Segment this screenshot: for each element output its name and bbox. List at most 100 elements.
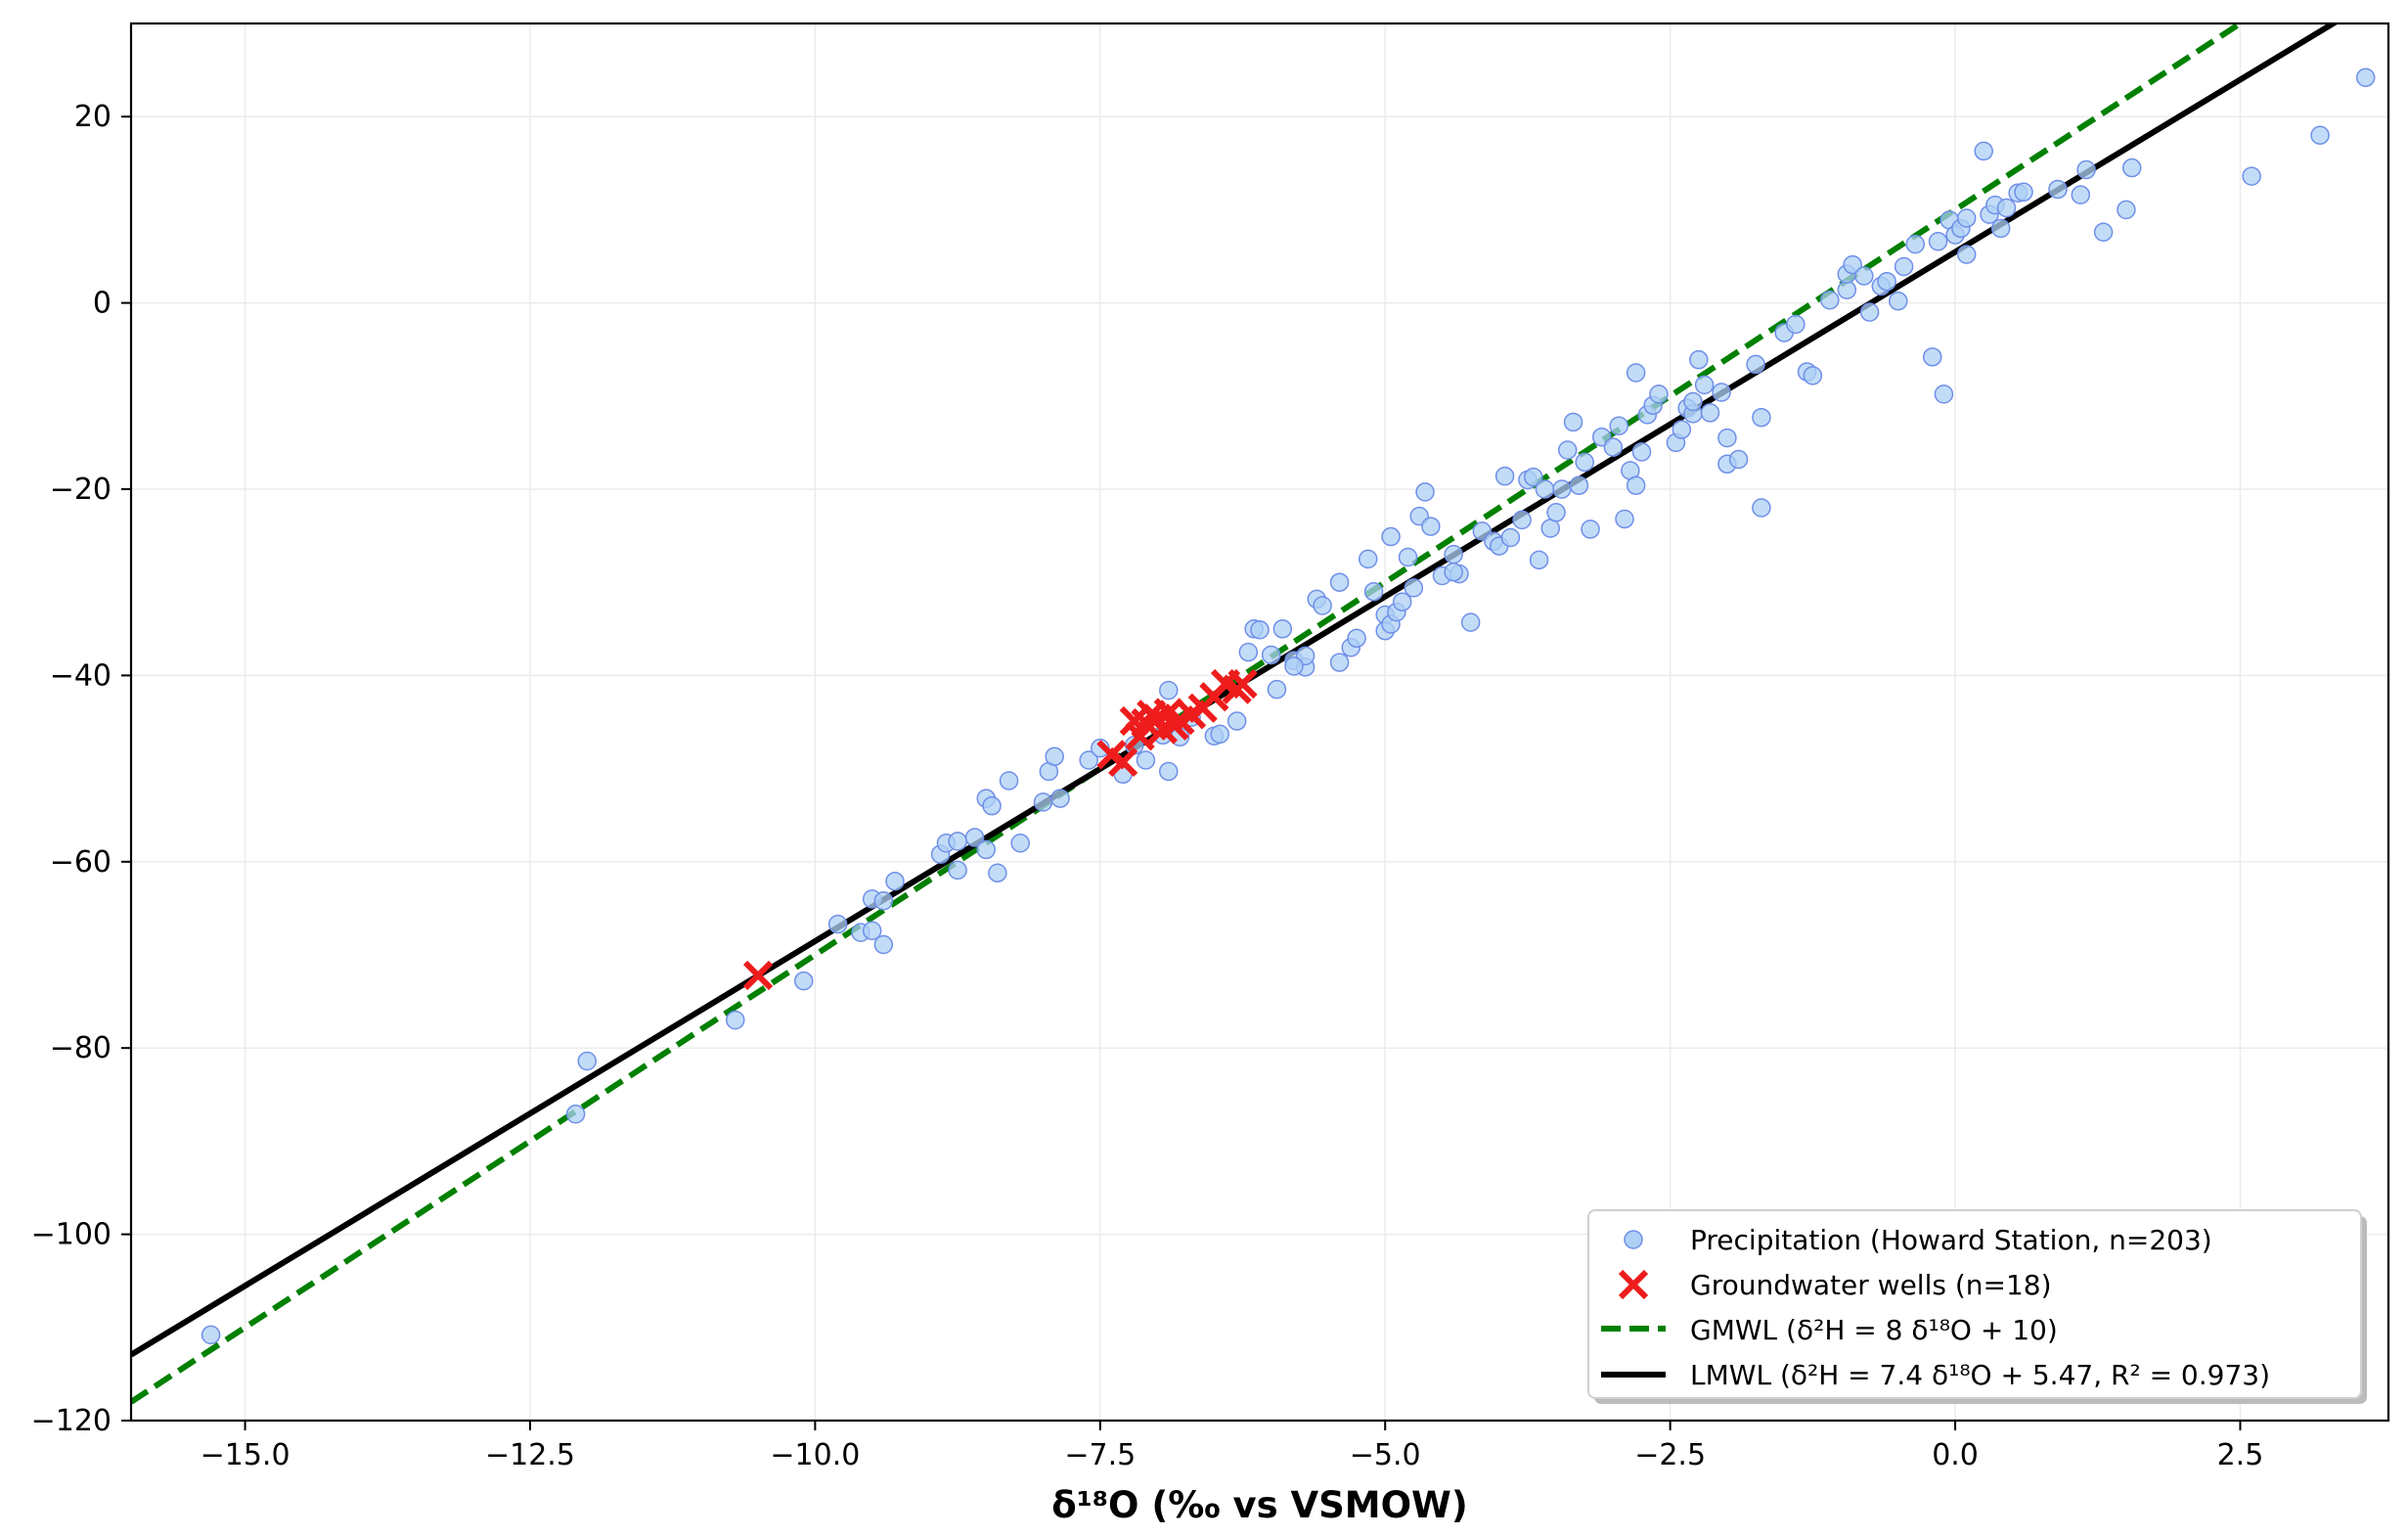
precipitation-point xyxy=(1250,620,1270,640)
precipitation-point xyxy=(1512,510,1532,530)
x-tick-label: −7.5 xyxy=(1064,1438,1136,1472)
y-tick-label: −80 xyxy=(50,1031,111,1065)
precipitation-point xyxy=(827,914,848,934)
precipitation-point xyxy=(1392,592,1412,611)
x-tick-label: −15.0 xyxy=(201,1438,290,1472)
precipitation-point xyxy=(1837,280,1857,300)
grid-layer xyxy=(131,23,2388,1422)
precipitation-point xyxy=(1934,384,1954,404)
plot-frame xyxy=(129,22,2390,1423)
precipitation-point xyxy=(873,891,894,911)
precipitation-point xyxy=(2355,68,2376,87)
precipitation-point xyxy=(2076,159,2096,180)
precipitation-point xyxy=(1649,384,1669,404)
precipitation-point xyxy=(1877,271,1896,292)
precipitation-point xyxy=(1404,578,1424,598)
precipitation-point xyxy=(1990,218,2011,239)
precipitation-point xyxy=(1803,366,1823,385)
y-tick-label: −60 xyxy=(50,845,111,880)
precipitation-point xyxy=(1226,711,1247,731)
precipitation-point xyxy=(1284,656,1304,676)
precipitation-point xyxy=(1540,519,1560,538)
precipitation-point xyxy=(1238,642,1259,662)
precipitation-point xyxy=(1603,437,1624,457)
precipitation-point xyxy=(2310,125,2330,145)
precipitation-point xyxy=(976,839,996,860)
x-axis: −15.0 −12.5 −10.0 −7.5 −5.0 −2.5 0.0 2.5 xyxy=(201,1421,2263,1472)
precipitation-point xyxy=(1672,420,1692,439)
precipitation-point xyxy=(1631,442,1652,462)
precipitation-point xyxy=(1050,789,1070,808)
precipitation-point xyxy=(1363,581,1384,602)
precipitation-point xyxy=(1569,475,1589,495)
precipitation-point xyxy=(948,832,967,851)
precipitation-point xyxy=(1460,612,1481,632)
x-axis-label: δ¹⁸O (‰ vs VSMOW) xyxy=(1051,1484,1468,1526)
x-tick-label: 0.0 xyxy=(1932,1438,1979,1472)
groundwater-point-stroke xyxy=(1107,746,1138,778)
precipitation-point xyxy=(2117,200,2136,220)
precipitation-point xyxy=(1626,363,1646,383)
precipitation-point xyxy=(1358,549,1378,569)
precipitation-point xyxy=(1552,479,1572,499)
precipitation-point xyxy=(1746,354,1765,375)
groundwater-point-stroke xyxy=(1119,705,1149,737)
precipitation-point xyxy=(1581,520,1600,539)
legend-marker-precipitation xyxy=(1624,1230,1643,1249)
x-tick-label: −12.5 xyxy=(485,1438,575,1472)
legend-label-precipitation: Precipitation (Howard Station, n=203) xyxy=(1690,1224,2212,1256)
precipitation-point xyxy=(885,872,905,891)
precipitation-point xyxy=(1381,526,1401,547)
precipitation-point xyxy=(1313,596,1332,615)
precipitation-point xyxy=(1889,291,1908,311)
precipitation-point xyxy=(2048,179,2068,200)
precipitation-point xyxy=(1956,245,1977,264)
y-axis: 20 0 −20 −40 −60 −80 −100 −120 xyxy=(31,100,131,1438)
x-tick-label: −10.0 xyxy=(770,1438,860,1472)
precipitation-point xyxy=(1444,562,1463,582)
precipitation-point xyxy=(999,771,1019,791)
legend-box xyxy=(1587,1209,2362,1399)
precipitation-point xyxy=(1529,550,1549,570)
precipitation-point xyxy=(2071,185,2091,204)
precipitation-point xyxy=(1820,290,1840,310)
precipitation-point xyxy=(862,921,882,940)
precipitation-point xyxy=(1033,792,1053,812)
precipitation-point xyxy=(982,795,1002,816)
precipitation-point xyxy=(577,1051,598,1071)
lmwl-line xyxy=(131,23,2340,1358)
y-tick-label: −100 xyxy=(31,1218,111,1252)
precipitation-point xyxy=(1444,544,1463,565)
x-tick-label: −2.5 xyxy=(1634,1438,1706,1472)
precipitation-point xyxy=(1609,416,1628,436)
legend-label-lmwl: LMWL (δ²H = 7.4 δ¹⁸O + 5.47, R² = 0.973) xyxy=(1690,1359,2270,1391)
precipitation-point xyxy=(1421,517,1441,536)
precipitation-point xyxy=(1752,407,1771,428)
precipitation-point xyxy=(1158,680,1179,701)
precipitation-point xyxy=(1689,349,1709,370)
precipitation-point xyxy=(1079,750,1098,770)
precipitation-point xyxy=(1563,412,1583,432)
x-tick-label: −5.0 xyxy=(1350,1438,1421,1472)
precipitation-point xyxy=(1210,724,1229,745)
precipitation-point xyxy=(1905,234,1926,254)
precipitation-point xyxy=(1136,750,1156,770)
groundwater-point xyxy=(1107,746,1138,778)
precipitation-point xyxy=(2014,182,2033,203)
precipitation-point xyxy=(1712,383,1731,402)
precipitation-point xyxy=(201,1325,221,1345)
precipitation-point xyxy=(1859,302,1880,322)
y-tick-label: −120 xyxy=(31,1404,111,1438)
legend: Precipitation (Howard Station, n=203) Gr… xyxy=(1587,1209,2367,1404)
precipitation-point xyxy=(1500,527,1521,548)
precipitation-point xyxy=(726,1010,745,1030)
precipitation-point xyxy=(1626,475,1646,495)
y-tick-label: 0 xyxy=(93,287,111,321)
fit-lines xyxy=(131,23,2340,1405)
precipitation-point xyxy=(2242,166,2261,186)
precipitation-point xyxy=(1524,467,1543,487)
precipitation-point xyxy=(1045,746,1064,766)
precipitation-point xyxy=(1347,628,1366,649)
precipitation-point xyxy=(1894,256,1914,277)
gmwl-line xyxy=(131,23,2246,1405)
